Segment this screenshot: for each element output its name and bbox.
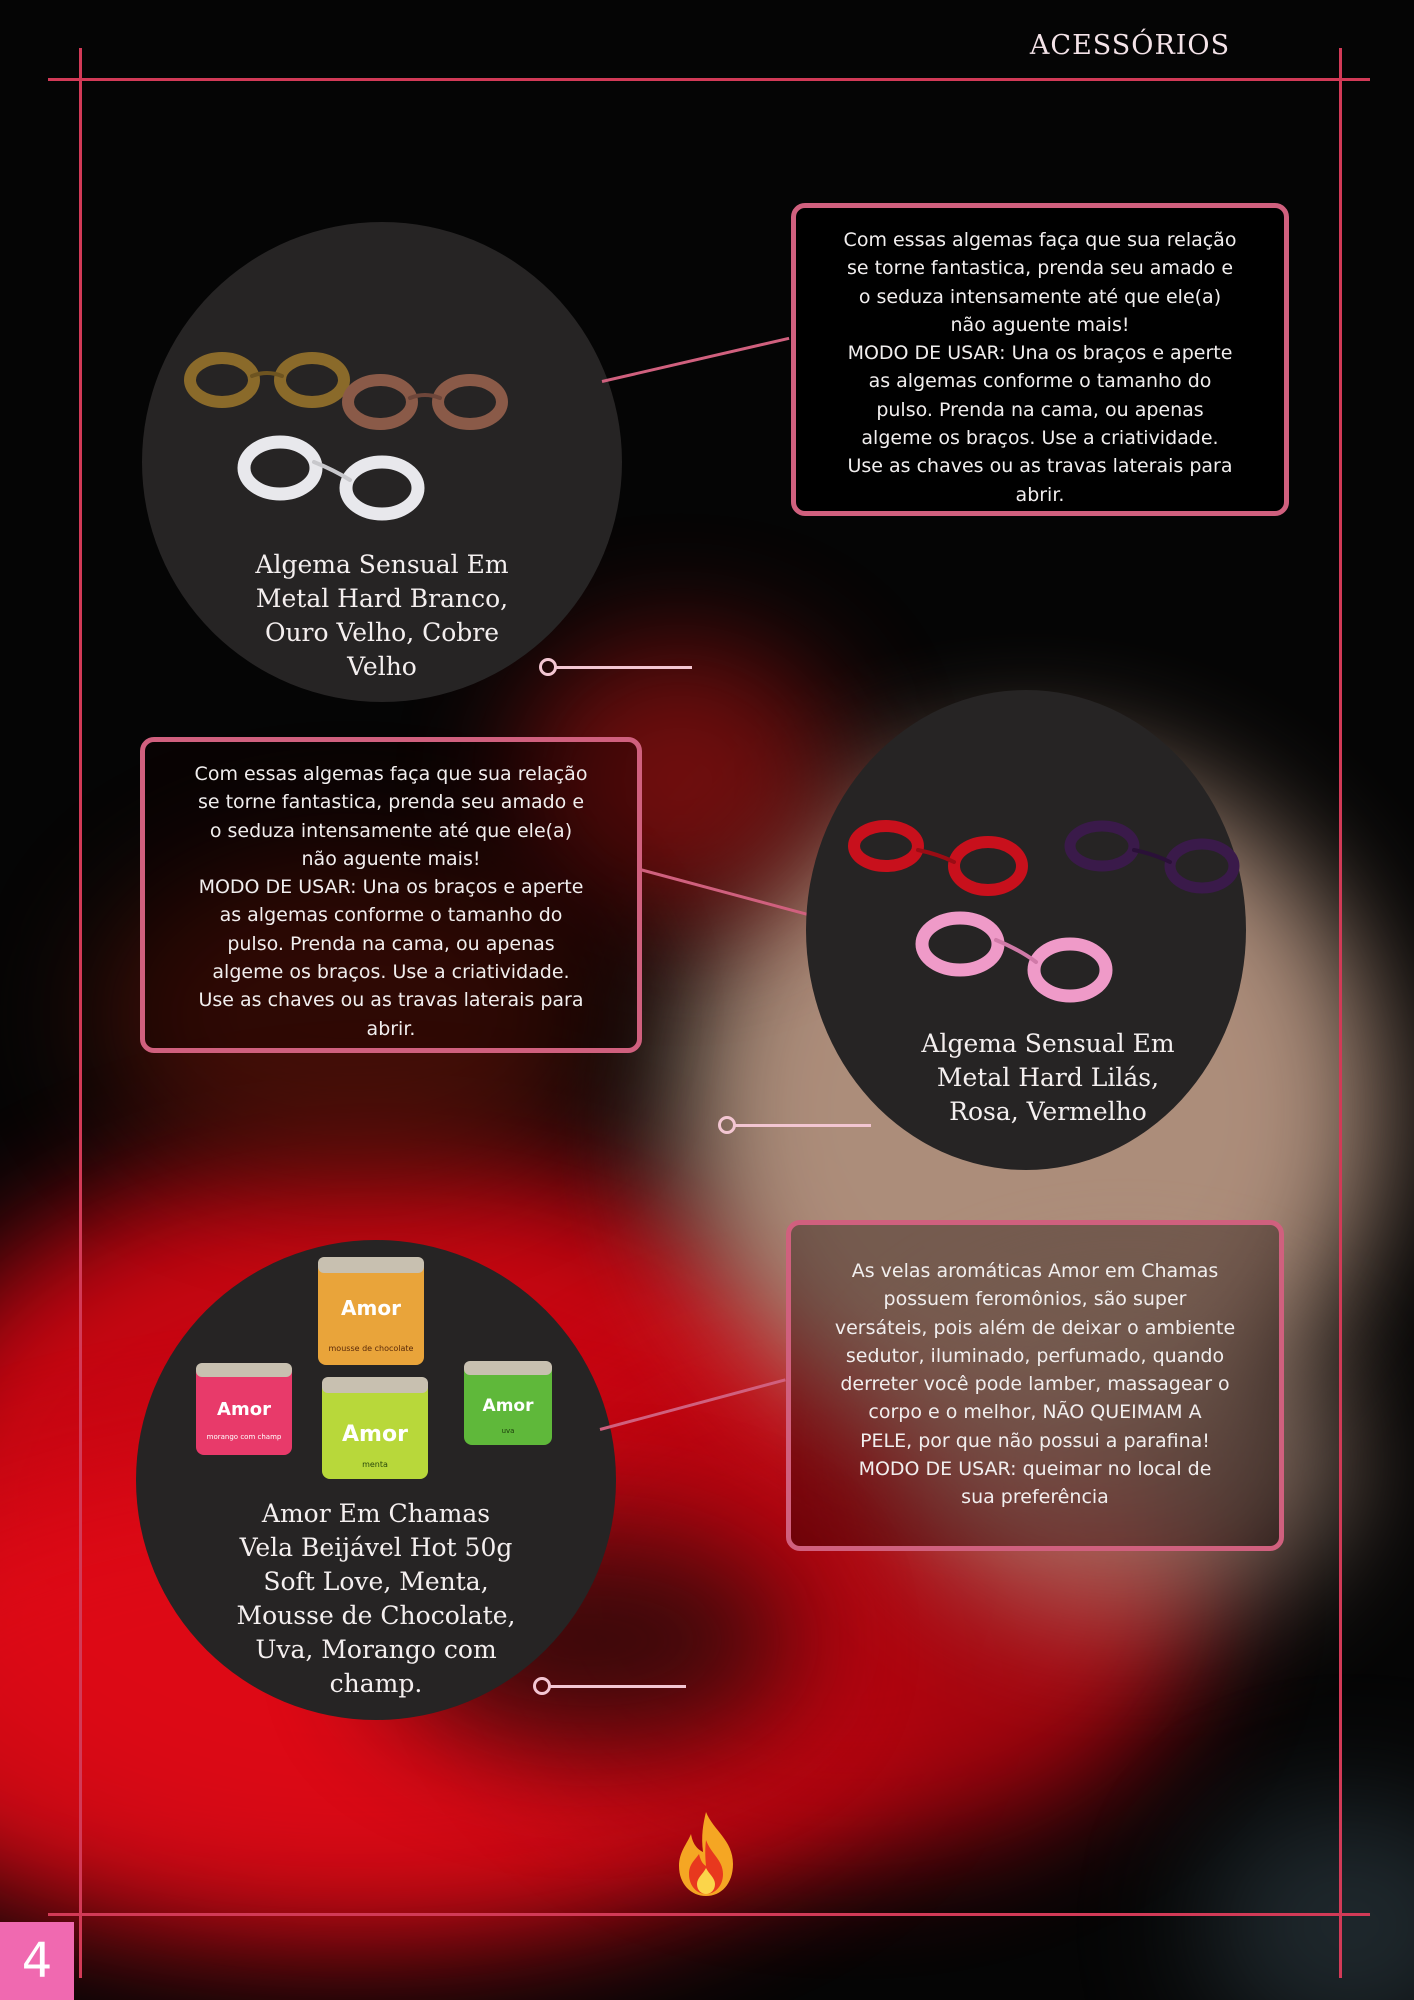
pin-dot-3 — [533, 1677, 551, 1695]
product-title-line: Amor Em Chamas — [261, 1499, 491, 1528]
product-title-line: Ouro Velho, Cobre — [264, 618, 500, 647]
product-title-line: Velho — [347, 652, 417, 681]
description-line: abrir. — [1015, 483, 1065, 506]
product-title-line: Uva, Morango com — [255, 1635, 497, 1664]
description-line: PELE, por que não possui a parafina! — [860, 1429, 1210, 1452]
tin-flavor: uva — [502, 1427, 515, 1435]
tin-flavor: mousse de chocolate — [329, 1344, 414, 1353]
description-line: MODO DE USAR: Una os braços e aperte — [847, 342, 1233, 365]
frame-top-line — [48, 78, 1370, 81]
product-title-line: Metal Hard Lilás, — [936, 1063, 1160, 1092]
handcuffs-red-purple-pink-image — [848, 820, 1240, 1003]
description-line: não aguente mais! — [950, 313, 1130, 336]
description-line: abrir. — [366, 1017, 416, 1040]
page-number-badge: 4 — [0, 1922, 74, 2000]
description-line: MODO DE USAR: Una os braços e aperte — [198, 876, 584, 899]
frame-bottom-line — [48, 1913, 1370, 1916]
description-line: Com essas algemas faça que sua relação — [194, 763, 588, 785]
frame-right-line — [1339, 48, 1342, 1978]
description-line: Use as chaves ou as travas laterais para — [198, 989, 584, 1012]
description-line: sedutor, iluminado, perfumado, quando — [845, 1344, 1225, 1367]
product-title-3: Amor Em Chamas Vela Beijável Hot 50g Sof… — [216, 1497, 536, 1701]
product-circle-2 — [806, 690, 1246, 1170]
pin-dot-2 — [718, 1116, 736, 1134]
description-line: derreter você pode lamber, massagear o — [840, 1373, 1230, 1396]
product-description-3: As velas aromáticas Amor em Chamas possu… — [786, 1220, 1284, 1551]
section-title: ACESSÓRIOS — [1029, 30, 1231, 61]
tin-name: Amor — [483, 1396, 535, 1416]
tin-flavor: morango com champ — [207, 1433, 282, 1441]
description-line: pulso. Prenda na cama, ou apenas — [876, 398, 1204, 421]
description-line: o seduza intensamente até que ele(a) — [858, 285, 1222, 308]
tin-name: Amor — [341, 1296, 401, 1320]
tin-mousse: Amor mousse de chocolate — [318, 1257, 424, 1365]
pin-line-1 — [556, 666, 692, 669]
description-line: pulso. Prenda na cama, ou apenas — [227, 932, 555, 955]
pin-line-3 — [550, 1685, 686, 1688]
description-line: MODO DE USAR: queimar no local de — [858, 1458, 1212, 1481]
product-title-line: Algema Sensual Em — [255, 550, 509, 579]
tin-name: Amor — [217, 1399, 271, 1420]
flame-icon — [679, 1812, 733, 1896]
description-line: As velas aromáticas Amor em Chamas — [851, 1260, 1219, 1282]
description-line: o seduza intensamente até que ele(a) — [209, 819, 573, 842]
product-title-2: Algema Sensual Em Metal Hard Lilás, Rosa… — [888, 1027, 1208, 1129]
description-line: versáteis, pois além de deixar o ambient… — [834, 1316, 1236, 1339]
product-title-line: champ. — [329, 1669, 423, 1698]
product-title-line: Vela Beijável Hot 50g — [239, 1533, 513, 1562]
description-line: Use as chaves ou as travas laterais para — [847, 455, 1233, 478]
product-title-1: Algema Sensual Em Metal Hard Branco, Our… — [222, 548, 542, 684]
handcuffs-white-gold-copper-image — [184, 352, 508, 521]
tin-morango: Amor morango com champ — [196, 1363, 292, 1455]
description-line: algeme os braços. Use a criatividade. — [861, 427, 1219, 450]
description-line: Com essas algemas faça que sua relação — [843, 229, 1237, 251]
tin-flavor: menta — [362, 1460, 388, 1469]
description-line: se torne fantastica, prenda seu amado e — [846, 257, 1234, 280]
description-line: possuem feromônios, são super — [883, 1288, 1187, 1311]
description-line: as algemas conforme o tamanho do — [868, 370, 1212, 393]
description-line: algeme os braços. Use a criatividade. — [212, 961, 570, 984]
pin-dot-1 — [539, 658, 557, 676]
product-title-line: Soft Love, Menta, — [263, 1567, 489, 1596]
product-description-2: Com essas algemas faça que sua relação s… — [140, 737, 642, 1053]
product-title-line: Algema Sensual Em — [921, 1029, 1175, 1058]
description-line: corpo e o melhor, NÃO QUEIMAM A — [868, 1401, 1202, 1424]
tin-uva: Amor uva — [464, 1361, 552, 1445]
description-line: não aguente mais! — [301, 847, 481, 870]
description-line: as algemas conforme o tamanho do — [219, 904, 563, 927]
product-title-line: Metal Hard Branco, — [255, 584, 509, 613]
pin-line-2 — [735, 1124, 871, 1127]
tin-name: Amor — [342, 1422, 408, 1447]
product-title-line: Mousse de Chocolate, — [236, 1601, 516, 1630]
candle-tins-image: Amor mousse de chocolate Amor morango co… — [196, 1257, 552, 1479]
product-description-1: Com essas algemas faça que sua relação s… — [791, 203, 1289, 516]
description-line: se torne fantastica, prenda seu amado e — [197, 791, 585, 814]
description-line: sua preferência — [961, 1486, 1109, 1509]
product-title-line: Rosa, Vermelho — [949, 1097, 1147, 1126]
tin-menta: Amor menta — [322, 1377, 428, 1479]
frame-left-line — [79, 48, 82, 1978]
